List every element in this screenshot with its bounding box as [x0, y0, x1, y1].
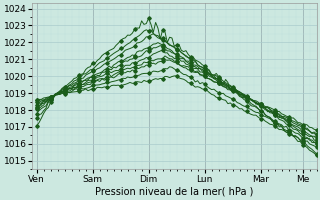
X-axis label: Pression niveau de la mer( hPa ): Pression niveau de la mer( hPa )	[95, 187, 253, 197]
